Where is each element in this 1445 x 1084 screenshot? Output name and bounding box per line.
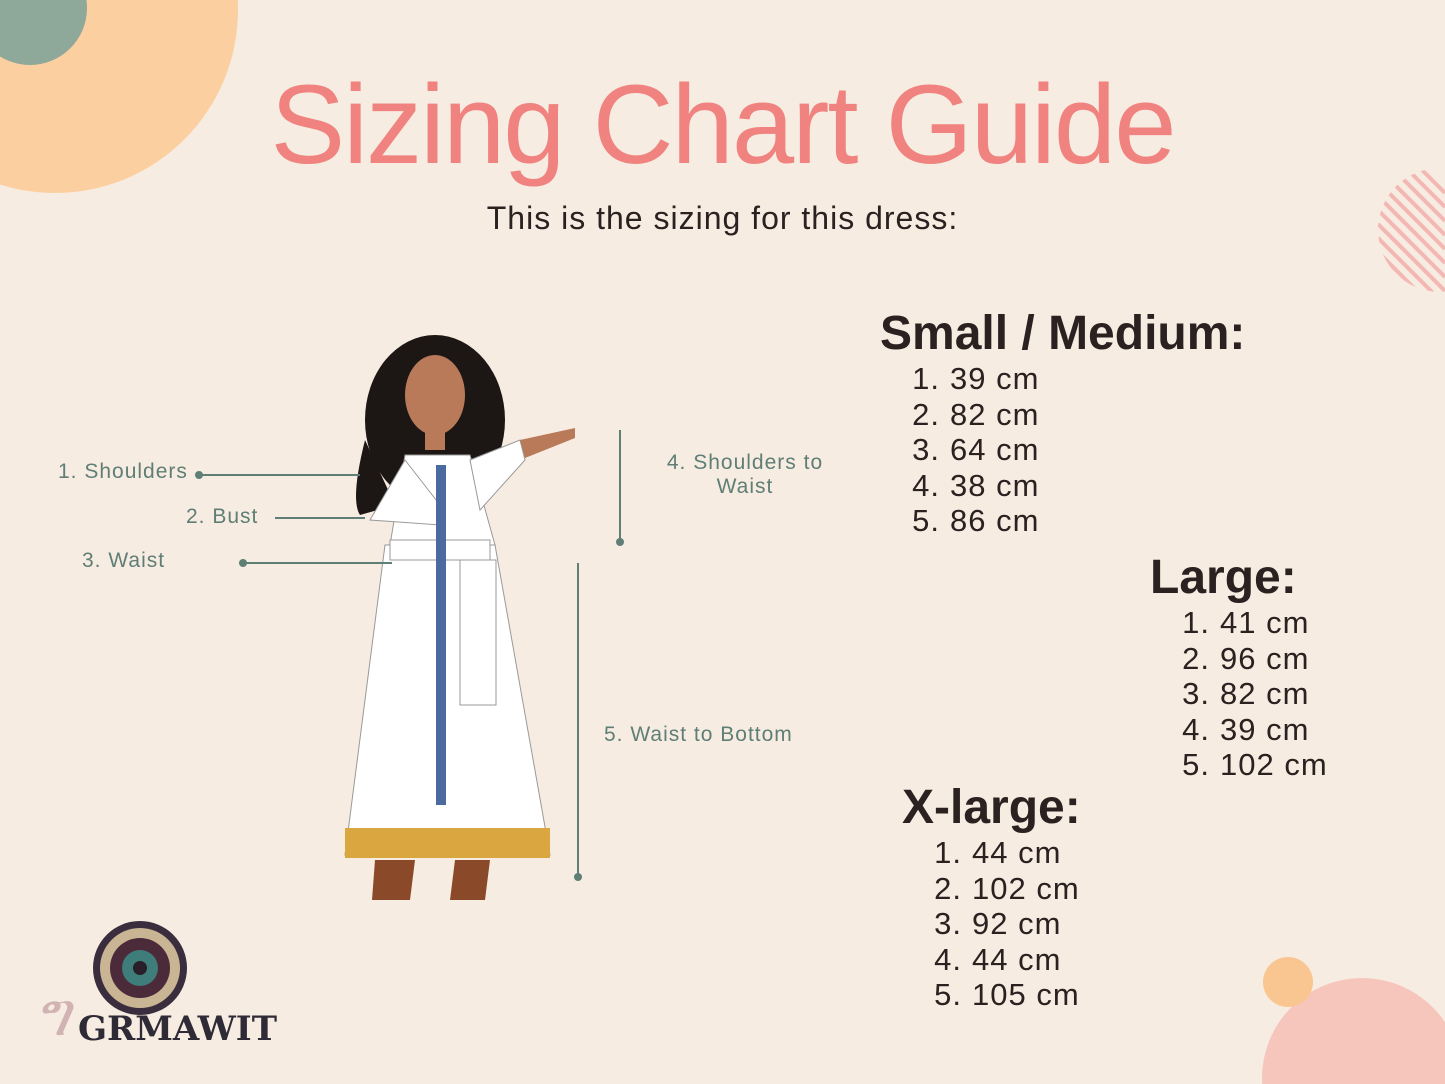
grmawit-logo: ግ GRMAWIT xyxy=(35,921,277,1050)
value: 96 cm xyxy=(1220,640,1310,676)
annotation-waist: 3. Waist xyxy=(82,549,166,572)
size-value: 3. 82 cm xyxy=(1170,676,1328,712)
list-number: 3. xyxy=(1182,676,1210,711)
value: 86 cm xyxy=(950,503,1040,538)
list-number: 4. xyxy=(912,467,940,503)
size-value: 1. 39 cm xyxy=(900,361,1245,397)
pink-circle xyxy=(1262,978,1445,1084)
page-title: Sizing Chart Guide xyxy=(270,62,1176,187)
size-list: 1. 41 cm 2. 96 cm 3. 82 cm 4. 39 cm 5. 102 cm xyxy=(1170,605,1328,783)
dress-illustration xyxy=(344,335,575,900)
waist-to-bottom-dot xyxy=(574,873,582,881)
value: 39 cm xyxy=(1220,711,1310,747)
value: 92 cm xyxy=(972,906,1062,941)
size-value: 1. 44 cm xyxy=(922,835,1081,871)
size-value: 2. 102 cm xyxy=(922,871,1081,907)
value: 82 cm xyxy=(1220,676,1310,711)
value: 44 cm xyxy=(972,835,1062,870)
size-value: 2. 96 cm xyxy=(1170,641,1328,677)
annotation-bust: 2. Bust xyxy=(186,505,259,528)
value: 102 cm xyxy=(972,870,1080,906)
shoulders-dot xyxy=(195,471,203,479)
value: 39 cm xyxy=(950,361,1040,396)
page-subtitle: This is the sizing for this dress: xyxy=(486,200,959,236)
size-value: 5. 105 cm xyxy=(922,977,1081,1013)
annotation-shoulders-to-waist: 4. Shoulders to Waist xyxy=(660,451,830,499)
size-small-medium: Small / Medium: 1. 39 cm 2. 82 cm 3. 64 cm … xyxy=(880,306,1245,539)
annotation-line-1: 4. Shoulders to xyxy=(666,451,824,474)
value: 44 cm xyxy=(972,941,1062,977)
value: 41 cm xyxy=(1220,605,1310,640)
size-value: 3. 92 cm xyxy=(922,906,1081,942)
size-value: 4. 44 cm xyxy=(922,942,1081,978)
annotation-shoulders: 1. Shoulders xyxy=(58,460,188,483)
list-number: 3. xyxy=(912,432,940,467)
annotation-line-2: Waist xyxy=(716,475,774,498)
size-heading: X-large: xyxy=(902,781,1081,834)
list-number: 5. xyxy=(1182,747,1210,782)
list-number: 4. xyxy=(1182,711,1210,747)
size-value: 4. 38 cm xyxy=(900,468,1245,504)
size-list: 1. 44 cm 2. 102 cm 3. 92 cm 4. 44 cm 5. 105 c… xyxy=(922,835,1081,1013)
list-number: 2. xyxy=(912,396,940,432)
list-number: 1. xyxy=(1182,605,1210,640)
svg-text:ግ: ግ xyxy=(35,980,75,1050)
value: 64 cm xyxy=(950,432,1040,467)
teal-circle xyxy=(0,0,87,65)
svg-text:GRMAWIT: GRMAWIT xyxy=(78,1009,277,1049)
size-x-large: X-large: 1. 44 cm 2. 102 cm 3. 92 cm 4. 44 c… xyxy=(902,780,1081,1013)
size-value: 5. 86 cm xyxy=(900,503,1245,539)
size-value: 1. 41 cm xyxy=(1170,605,1328,641)
value: 102 cm xyxy=(1220,747,1328,782)
list-number: 5. xyxy=(912,503,940,538)
value: 105 cm xyxy=(972,977,1080,1012)
size-value: 2. 82 cm xyxy=(900,397,1245,433)
size-value: 5. 102 cm xyxy=(1170,747,1328,783)
value: 82 cm xyxy=(950,396,1040,432)
list-number: 3. xyxy=(934,906,962,941)
list-number: 5. xyxy=(934,977,962,1012)
size-value: 3. 64 cm xyxy=(900,432,1245,468)
list-number: 1. xyxy=(912,361,940,396)
list-number: 2. xyxy=(1182,640,1210,676)
annotation-waist-to-bottom: 5. Waist to Bottom xyxy=(604,723,793,746)
size-value: 4. 39 cm xyxy=(1170,712,1328,748)
list-number: 2. xyxy=(934,870,962,906)
size-list: 1. 39 cm 2. 82 cm 3. 64 cm 4. 38 cm 5. 86 cm xyxy=(900,361,1245,539)
size-heading: Large: xyxy=(1150,551,1297,604)
list-number: 4. xyxy=(934,941,962,977)
size-heading: Small / Medium: xyxy=(880,307,1246,360)
size-large: Large: 1. 41 cm 2. 96 cm 3. 82 cm 4. 39 cm 5… xyxy=(1150,550,1328,783)
shoulders-to-waist-dot xyxy=(616,538,624,546)
orange-circle xyxy=(1263,957,1313,1007)
list-number: 1. xyxy=(934,835,962,870)
waist-dot xyxy=(239,559,247,567)
value: 38 cm xyxy=(950,467,1040,503)
